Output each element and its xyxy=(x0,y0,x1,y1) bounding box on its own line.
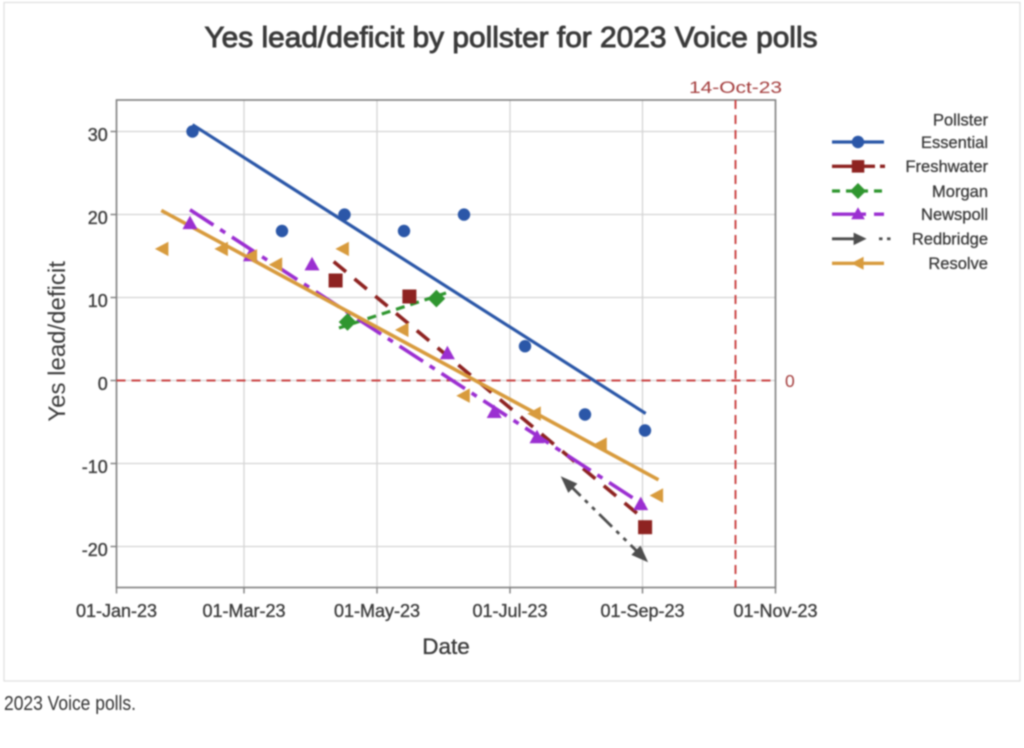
svg-text:Morgan: Morgan xyxy=(932,183,988,201)
svg-text:-20: -20 xyxy=(82,540,108,560)
svg-text:Yes lead/deficit: Yes lead/deficit xyxy=(44,261,71,422)
svg-text:-10: -10 xyxy=(82,457,108,477)
svg-text:Essential: Essential xyxy=(921,134,988,152)
svg-text:01-Nov-23: 01-Nov-23 xyxy=(733,601,817,621)
svg-text:0: 0 xyxy=(785,371,795,391)
svg-text:20: 20 xyxy=(88,208,108,228)
svg-text:01-Mar-23: 01-Mar-23 xyxy=(202,601,285,621)
svg-text:Redbridge: Redbridge xyxy=(912,231,988,249)
svg-text:Resolve: Resolve xyxy=(928,255,988,273)
svg-text:01-May-23: 01-May-23 xyxy=(334,601,420,621)
svg-text:Freshwater: Freshwater xyxy=(905,158,988,176)
svg-text:01-Jul-23: 01-Jul-23 xyxy=(472,601,547,621)
svg-text:Pollster: Pollster xyxy=(933,111,989,129)
svg-text:01-Jan-23: 01-Jan-23 xyxy=(76,601,157,621)
svg-text:Yes lead/deficit by pollster f: Yes lead/deficit by pollster for 2023 Vo… xyxy=(205,22,818,54)
svg-text:14-Oct-23: 14-Oct-23 xyxy=(689,78,782,97)
svg-text:2023 Voice polls.: 2023 Voice polls. xyxy=(4,692,136,715)
svg-text:Newspoll: Newspoll xyxy=(921,206,988,224)
svg-text:10: 10 xyxy=(88,291,108,311)
svg-text:0: 0 xyxy=(98,374,108,394)
svg-text:01-Sep-23: 01-Sep-23 xyxy=(600,601,684,621)
svg-text:Date: Date xyxy=(422,634,470,659)
svg-text:30: 30 xyxy=(88,125,108,145)
